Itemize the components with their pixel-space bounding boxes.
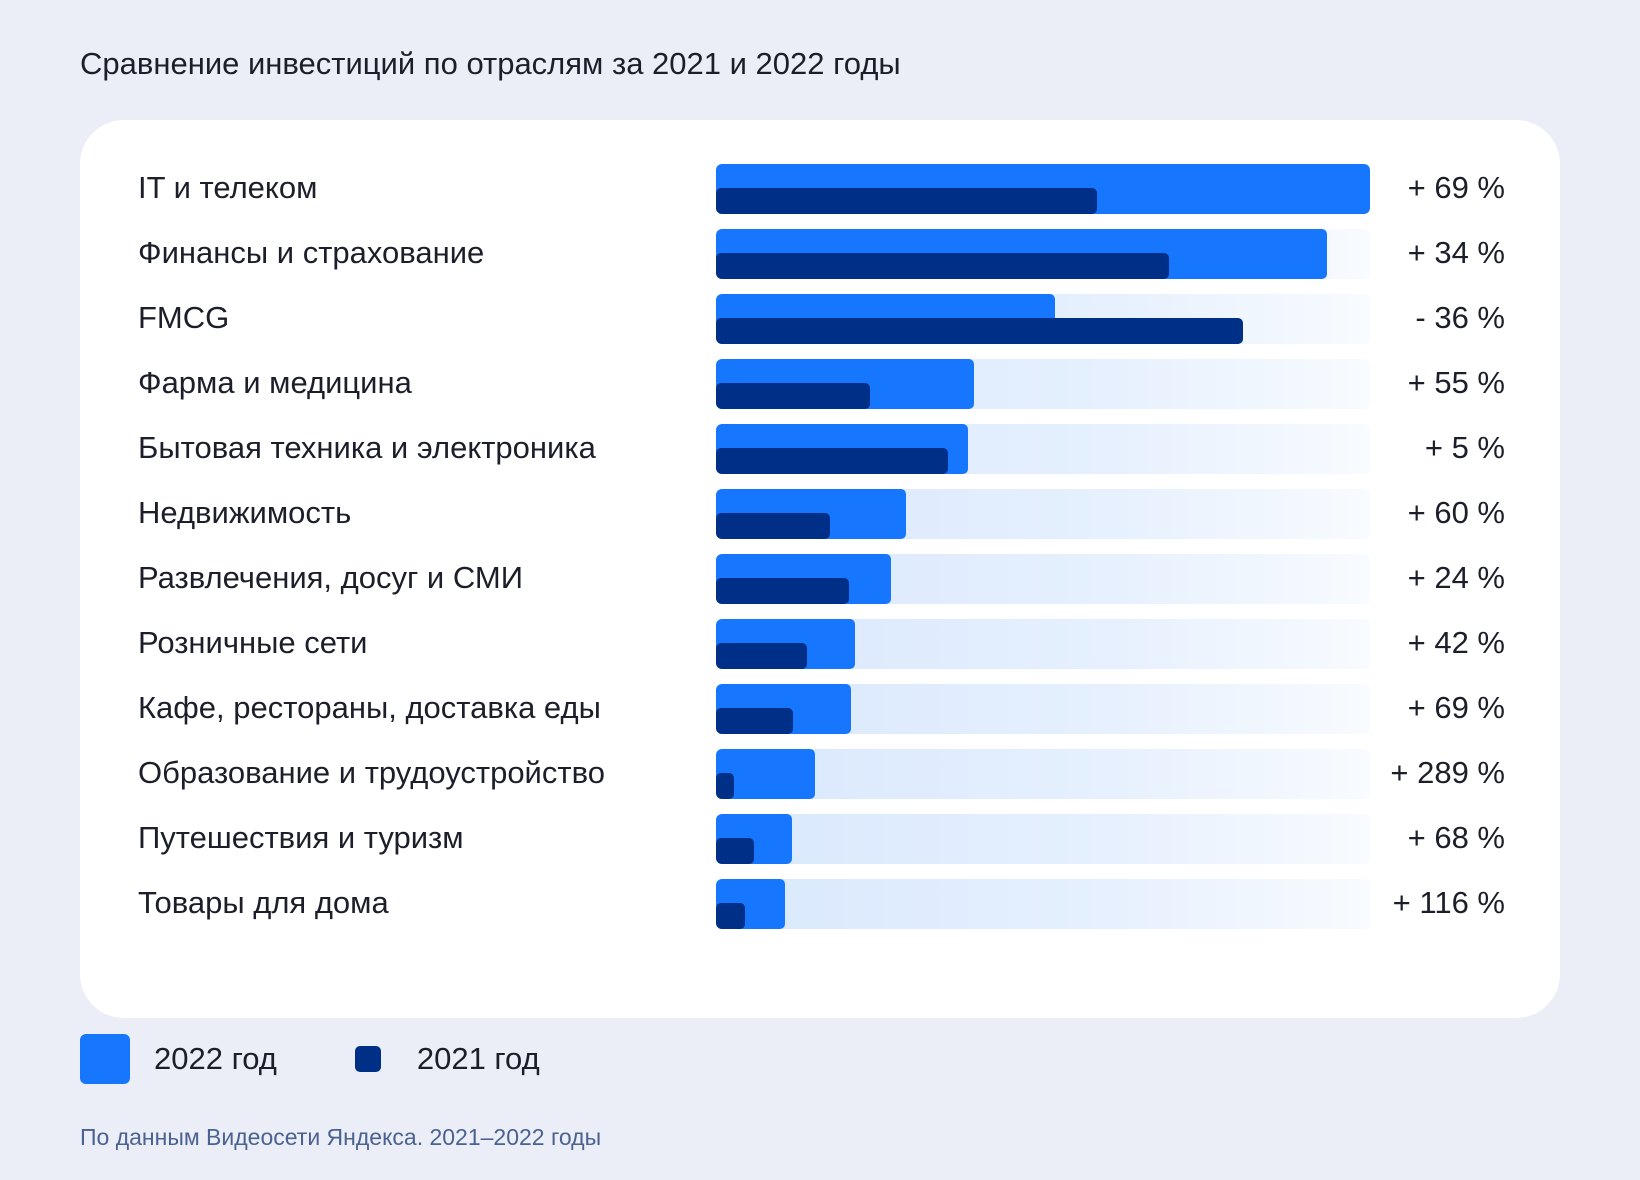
category-label: Товары для дома	[138, 885, 389, 920]
bar-2021	[716, 708, 793, 734]
legend-label-2021: 2021 год	[416, 1041, 540, 1076]
source-note: По данным Видеосети Яндекса. 2021–2022 г…	[80, 1124, 602, 1150]
chart-row: FMCG - 36 %	[80, 292, 1560, 344]
category-label: Образование и трудоустройство	[138, 755, 605, 790]
bar-track	[716, 294, 1370, 344]
legend: 2022 год 2021 год	[80, 1034, 606, 1084]
bar-2021	[716, 188, 1097, 214]
legend-swatch-box-2021	[343, 1034, 393, 1084]
legend-item-2022: 2022 год	[80, 1034, 277, 1084]
bar-track	[716, 164, 1370, 214]
chart-row: Путешествия и туризм + 68 %	[80, 812, 1560, 864]
bar-2021	[716, 448, 949, 474]
change-label: + 69 %	[1407, 170, 1505, 205]
chart-row: Финансы и страхование + 34 %	[80, 227, 1560, 279]
bar-track	[716, 229, 1370, 279]
chart-row: Развлечения, досуг и СМИ + 24 %	[80, 552, 1560, 604]
bar-track	[716, 684, 1370, 734]
bar-2021	[716, 903, 746, 929]
legend-swatch-2022	[80, 1034, 130, 1084]
category-label: IT и телеком	[138, 170, 318, 205]
bar-2021	[716, 773, 735, 799]
chart-row: Кафе, рестораны, доставка еды + 69 %	[80, 682, 1560, 734]
bar-track	[716, 554, 1370, 604]
bar-track	[716, 814, 1370, 864]
chart-row: Розничные сети + 42 %	[80, 617, 1560, 669]
category-label: Финансы и страхование	[138, 235, 485, 270]
chart-row: Фарма и медицина + 55 %	[80, 357, 1560, 409]
category-label: Бытовая техника и электроника	[138, 430, 596, 465]
change-label: + 60 %	[1407, 495, 1505, 530]
chart-title: Сравнение инвестиций по отраслям за 2021…	[80, 46, 901, 81]
legend-item-2021: 2021 год	[343, 1034, 540, 1084]
bar-2021	[716, 578, 850, 604]
bar-2021	[716, 513, 830, 539]
category-label: FMCG	[138, 300, 230, 335]
bar-track	[716, 879, 1370, 929]
bar-2021	[716, 838, 754, 864]
chart-row: Образование и трудоустройство + 289 %	[80, 747, 1560, 799]
bar-2021	[716, 318, 1244, 344]
change-label: + 55 %	[1407, 365, 1505, 400]
category-label: Кафе, рестораны, доставка еды	[138, 690, 601, 725]
category-label: Фарма и медицина	[138, 365, 412, 400]
category-label: Недвижимость	[138, 495, 352, 530]
category-label: Путешествия и туризм	[138, 820, 464, 855]
bar-track	[716, 489, 1370, 539]
bar-track	[716, 619, 1370, 669]
bar-2021	[716, 253, 1170, 279]
change-label: + 69 %	[1407, 690, 1505, 725]
bar-track	[716, 749, 1370, 799]
legend-swatch-2021	[354, 1046, 381, 1072]
chart-row: Товары для дома + 116 %	[80, 877, 1560, 929]
change-label: + 42 %	[1407, 625, 1505, 660]
chart-row: Недвижимость + 60 %	[80, 487, 1560, 539]
change-label: - 36 %	[1415, 300, 1505, 335]
change-label: + 34 %	[1407, 235, 1505, 270]
change-label: + 289 %	[1390, 755, 1505, 790]
bar-track	[716, 359, 1370, 409]
change-label: + 116 %	[1392, 885, 1505, 920]
category-label: Развлечения, досуг и СМИ	[138, 560, 523, 595]
bar-track	[716, 424, 1370, 474]
change-label: + 24 %	[1407, 560, 1505, 595]
legend-label-2022: 2022 год	[154, 1041, 277, 1076]
chart-row: IT и телеком + 69 %	[80, 162, 1560, 214]
chart-card: IT и телеком + 69 % Финансы и страхование +…	[80, 120, 1560, 1018]
bar-2021	[716, 383, 870, 409]
category-label: Розничные сети	[138, 625, 368, 660]
chart-row: Бытовая техника и электроника + 5 %	[80, 422, 1560, 474]
change-label: + 5 %	[1424, 430, 1505, 465]
change-label: + 68 %	[1407, 820, 1505, 855]
bar-2021	[716, 643, 807, 669]
